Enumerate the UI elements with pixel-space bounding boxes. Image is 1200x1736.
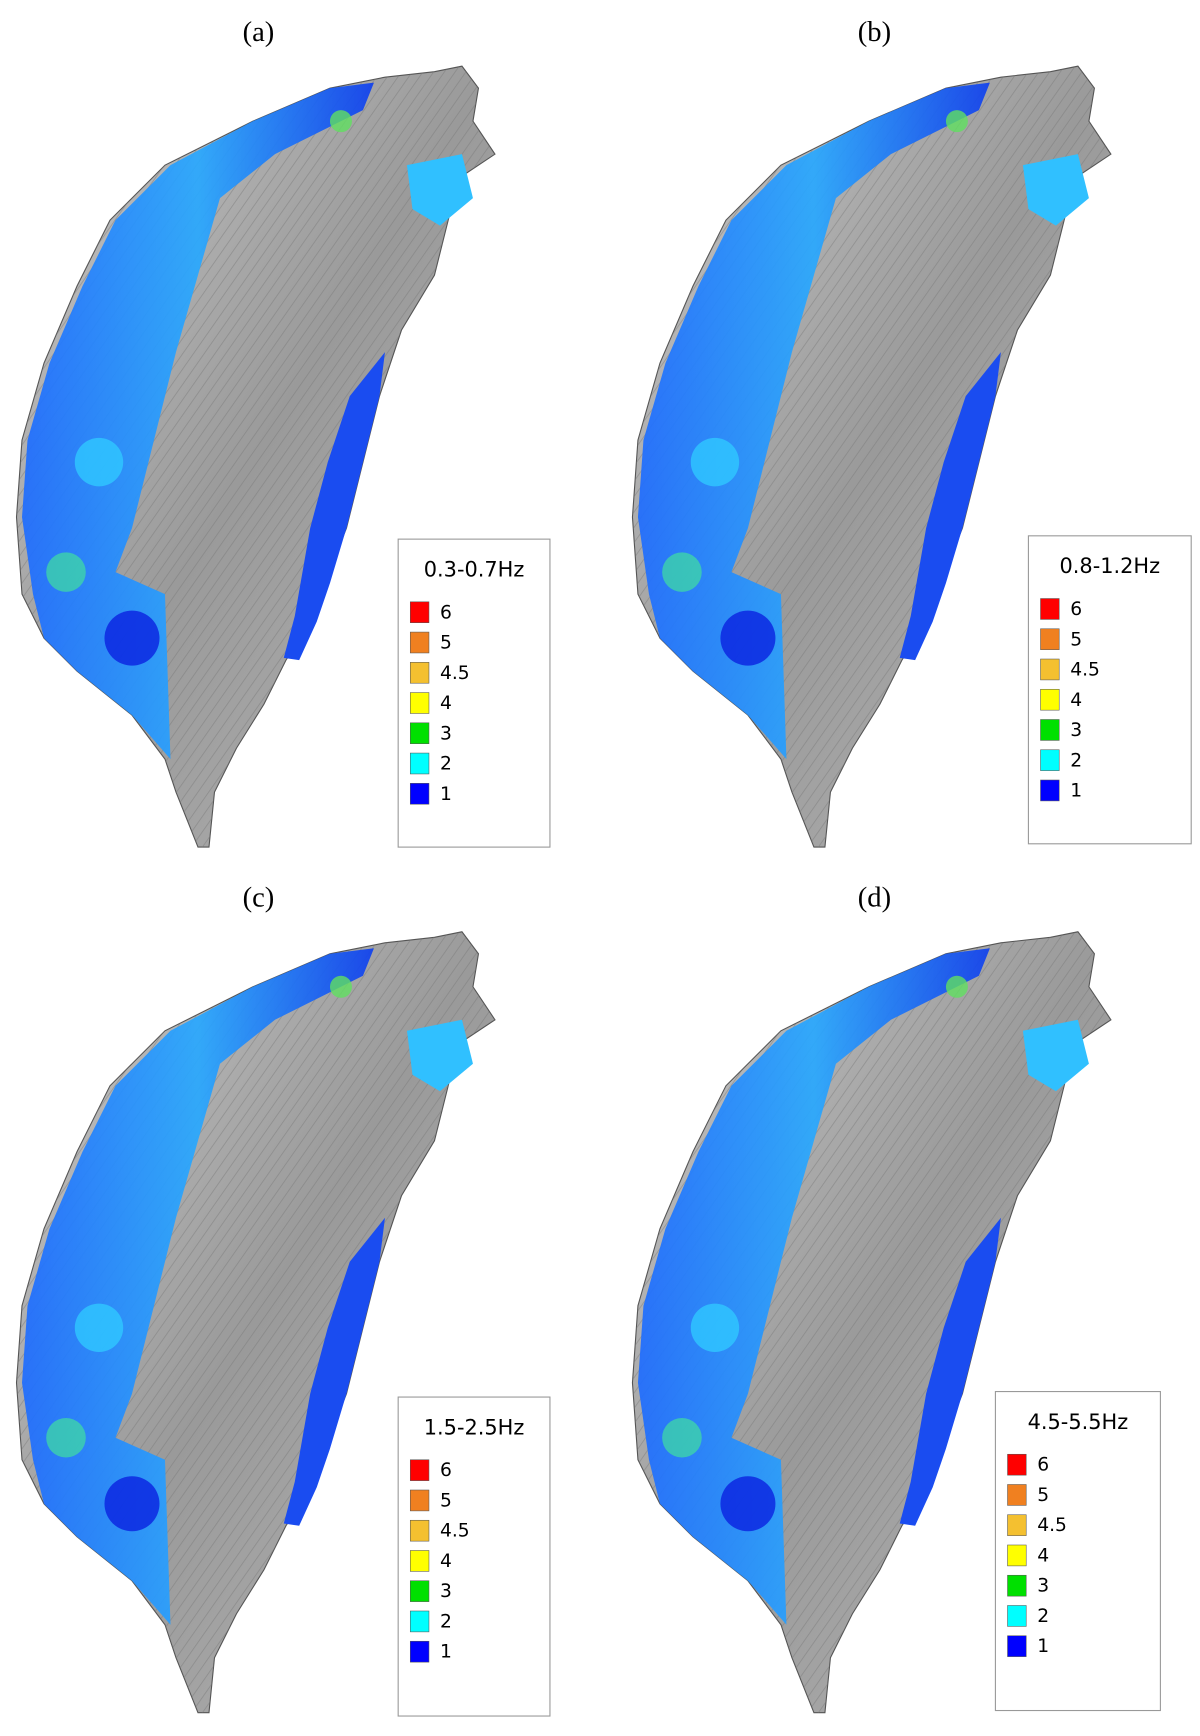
legend-swatch <box>1041 720 1060 741</box>
legend-label: 4 <box>440 693 452 714</box>
legend-title: 0.3-0.7Hz <box>424 558 525 582</box>
legend-label: 3 <box>440 723 452 744</box>
legend-swatch <box>1041 750 1060 771</box>
legend-label: 4 <box>1070 690 1082 711</box>
legend-label: 1 <box>440 1642 452 1663</box>
legend-label: 3 <box>1037 1576 1049 1597</box>
legend-label: 5 <box>440 1490 452 1511</box>
legend-label: 2 <box>1037 1606 1049 1627</box>
legend-swatch <box>410 1520 429 1541</box>
legend-swatch <box>1008 1605 1027 1626</box>
legend-swatch <box>410 1490 429 1511</box>
legend-label: 2 <box>440 754 452 775</box>
legend: 1.5-2.5Hz 6 5 4.5 4 3 2 1 <box>398 1397 550 1716</box>
legend-label: 6 <box>440 602 452 623</box>
legend-label: 4.5 <box>440 663 470 684</box>
legend-swatch <box>410 602 429 623</box>
legend-swatch <box>1008 1545 1027 1566</box>
legend-label: 6 <box>1070 599 1082 620</box>
figure: (a) 0.3-0.7Hz 6 5 4.5 4 3 2 1 (b) 0.8-1.2Hz 6 5 4.5 4 3… <box>0 0 1200 1736</box>
legend-swatch <box>1041 780 1060 801</box>
legend-swatch <box>410 753 429 774</box>
panel-label: (a) <box>243 17 275 48</box>
legend-swatch <box>410 1581 429 1602</box>
legend-swatch <box>1041 599 1060 620</box>
legend-label: 4.5 <box>1070 660 1100 681</box>
legend-swatch <box>410 662 429 683</box>
legend-title: 0.8-1.2Hz <box>1060 554 1161 578</box>
legend-title: 1.5-2.5Hz <box>424 1415 525 1439</box>
legend-label: 6 <box>440 1460 452 1481</box>
legend-title: 4.5-5.5Hz <box>1028 1410 1129 1434</box>
panel-label: (d) <box>858 882 891 913</box>
panel-label: (c) <box>243 882 275 913</box>
legend-label: 4 <box>1037 1545 1049 1566</box>
legend-label: 5 <box>440 633 452 654</box>
legend-label: 4.5 <box>1037 1515 1067 1536</box>
legend-label: 3 <box>1070 720 1082 741</box>
legend-swatch <box>1008 1454 1027 1475</box>
legend-swatch <box>410 1550 429 1571</box>
legend-label: 1 <box>1070 781 1082 802</box>
legend-swatch <box>1041 689 1060 710</box>
legend-swatch <box>410 632 429 653</box>
legend: 0.3-0.7Hz 6 5 4.5 4 3 2 1 <box>398 539 550 847</box>
legend-label: 1 <box>1037 1636 1049 1657</box>
legend-swatch <box>410 1460 429 1481</box>
legend-swatch <box>410 1611 429 1632</box>
legend-label: 6 <box>1037 1455 1049 1476</box>
legend-swatch <box>1041 629 1060 650</box>
legend-swatch <box>410 783 429 804</box>
legend-swatch <box>1008 1515 1027 1536</box>
legend: 4.5-5.5Hz 6 5 4.5 4 3 2 1 <box>995 1392 1160 1711</box>
legend-swatch <box>410 693 429 714</box>
legend-swatch <box>410 723 429 744</box>
legend-swatch <box>1041 659 1060 680</box>
legend-label: 5 <box>1070 629 1082 650</box>
legend-swatch <box>410 1641 429 1662</box>
legend-label: 3 <box>440 1581 452 1602</box>
legend: 0.8-1.2Hz 6 5 4.5 4 3 2 1 <box>1028 536 1191 844</box>
legend-label: 2 <box>440 1611 452 1632</box>
legend-label: 5 <box>1037 1485 1049 1506</box>
legend-swatch <box>1008 1484 1027 1505</box>
legend-swatch <box>1008 1636 1027 1657</box>
legend-label: 4 <box>440 1551 452 1572</box>
panel-label: (b) <box>858 17 891 48</box>
legend-swatch <box>1008 1575 1027 1596</box>
legend-label: 2 <box>1070 750 1082 771</box>
legend-label: 4.5 <box>440 1521 470 1542</box>
legend-label: 1 <box>440 784 452 805</box>
